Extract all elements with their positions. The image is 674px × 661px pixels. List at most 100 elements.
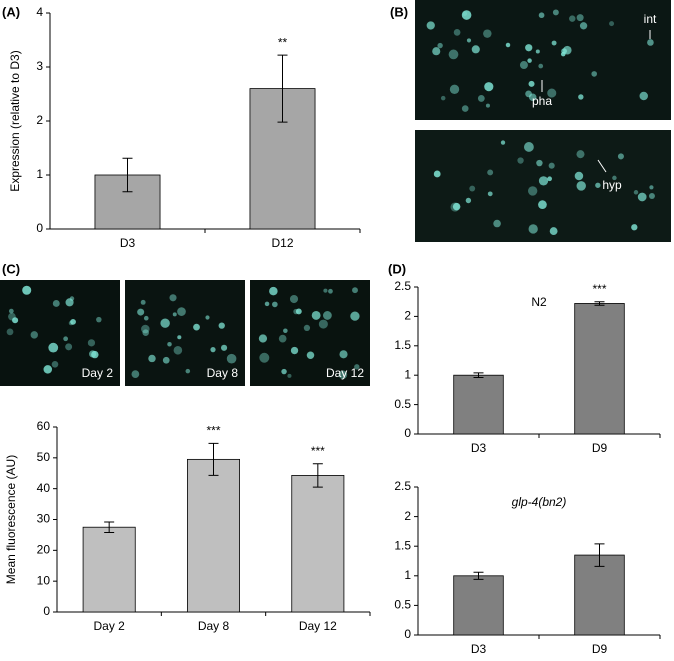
nucleus <box>493 219 501 228</box>
nucleus <box>91 350 99 359</box>
y-tick-label: 1 <box>36 167 43 181</box>
nucleus <box>177 307 186 316</box>
y-tick-label: 2 <box>404 509 411 523</box>
nucleus <box>471 45 480 54</box>
nucleus <box>462 11 468 16</box>
nucleus <box>500 140 506 145</box>
nucleus <box>52 300 60 307</box>
panel-label: (C) <box>2 261 20 276</box>
nucleus <box>639 91 648 101</box>
nucleus <box>465 197 472 204</box>
y-tick-label: 1.5 <box>394 538 411 552</box>
pointer <box>597 159 607 173</box>
nucleus <box>141 324 150 334</box>
nucleus <box>461 10 472 20</box>
y-axis-label: Mean fluorescence (AU) <box>4 455 18 584</box>
y-tick-label: 3 <box>36 59 43 73</box>
nucleus <box>185 368 191 374</box>
y-tick-label: 1 <box>404 367 411 381</box>
error-bar <box>594 543 605 567</box>
nucleus <box>595 182 601 188</box>
nucleus <box>448 49 459 60</box>
nucleus <box>528 224 538 234</box>
y-tick-label: 1 <box>404 568 411 582</box>
nucleus <box>160 318 170 328</box>
nucleus <box>210 346 216 353</box>
nucleus <box>549 227 558 235</box>
panel-label: (A) <box>2 4 20 19</box>
error-bar <box>122 157 133 193</box>
nucleus <box>281 368 287 375</box>
nucleus <box>525 44 533 52</box>
y-tick-label: 0 <box>43 604 50 618</box>
nucleus <box>70 318 76 325</box>
nucleus <box>538 200 547 210</box>
nucleus <box>487 191 493 197</box>
y-tick-label: 2 <box>36 113 43 127</box>
nucleus <box>258 334 268 343</box>
nucleus <box>426 21 435 30</box>
nucleus <box>142 329 149 336</box>
nucleus <box>649 185 654 190</box>
nucleus <box>290 346 299 355</box>
nucleus <box>574 171 584 181</box>
error-bar <box>312 463 323 488</box>
micrograph <box>415 130 671 242</box>
nucleus <box>563 45 572 55</box>
micro-label: int <box>644 12 657 26</box>
nucleus <box>338 370 348 379</box>
nucleus <box>8 308 14 314</box>
nucleus <box>647 39 654 46</box>
nucleus <box>51 360 59 368</box>
nucleus <box>22 285 32 295</box>
nucleus <box>466 38 472 43</box>
nucleus <box>617 153 624 160</box>
nucleus <box>264 301 270 307</box>
nucleus <box>328 288 333 294</box>
nucleus <box>560 51 566 57</box>
nucleus <box>432 47 441 56</box>
y-tick-label: 1.5 <box>394 338 411 352</box>
micro-label: Day 12 <box>326 366 364 380</box>
error-bar <box>473 571 484 580</box>
nucleus <box>440 95 446 101</box>
nucleus <box>226 353 237 364</box>
y-tick-label: 0 <box>36 221 43 235</box>
nucleus <box>205 315 210 320</box>
nucleus <box>437 42 443 49</box>
nucleus <box>278 334 287 343</box>
y-tick-label: 60 <box>37 419 51 433</box>
x-tick-label: D9 <box>592 642 608 656</box>
chart-title: N2 <box>531 295 547 309</box>
nucleus <box>461 105 469 112</box>
micro-label: pha <box>532 94 552 108</box>
significance: *** <box>592 282 606 296</box>
nucleus <box>350 311 360 321</box>
x-tick-label: D9 <box>592 441 608 455</box>
nucleus <box>259 352 270 363</box>
nucleus <box>609 21 615 27</box>
nucleus <box>323 288 328 293</box>
nucleus <box>87 339 96 347</box>
nucleus <box>220 344 228 351</box>
x-tick-label: D3 <box>471 441 487 455</box>
micrograph <box>0 280 120 386</box>
nucleus <box>306 351 315 359</box>
nucleus <box>536 159 543 167</box>
x-tick-label: Day 2 <box>93 619 125 633</box>
error-bar <box>104 521 115 533</box>
nucleus <box>551 40 557 46</box>
y-tick-label: 10 <box>37 573 51 587</box>
error-bar <box>473 372 484 379</box>
nucleus <box>487 169 494 176</box>
nucleus <box>552 9 559 16</box>
nucleus <box>218 322 225 329</box>
nucleus <box>576 150 585 159</box>
nucleus <box>48 342 59 353</box>
x-tick-label: Day 8 <box>198 619 230 633</box>
bar <box>574 554 625 636</box>
y-tick-label: 0 <box>404 627 411 641</box>
nucleus <box>576 181 586 191</box>
nucleus <box>633 190 639 195</box>
